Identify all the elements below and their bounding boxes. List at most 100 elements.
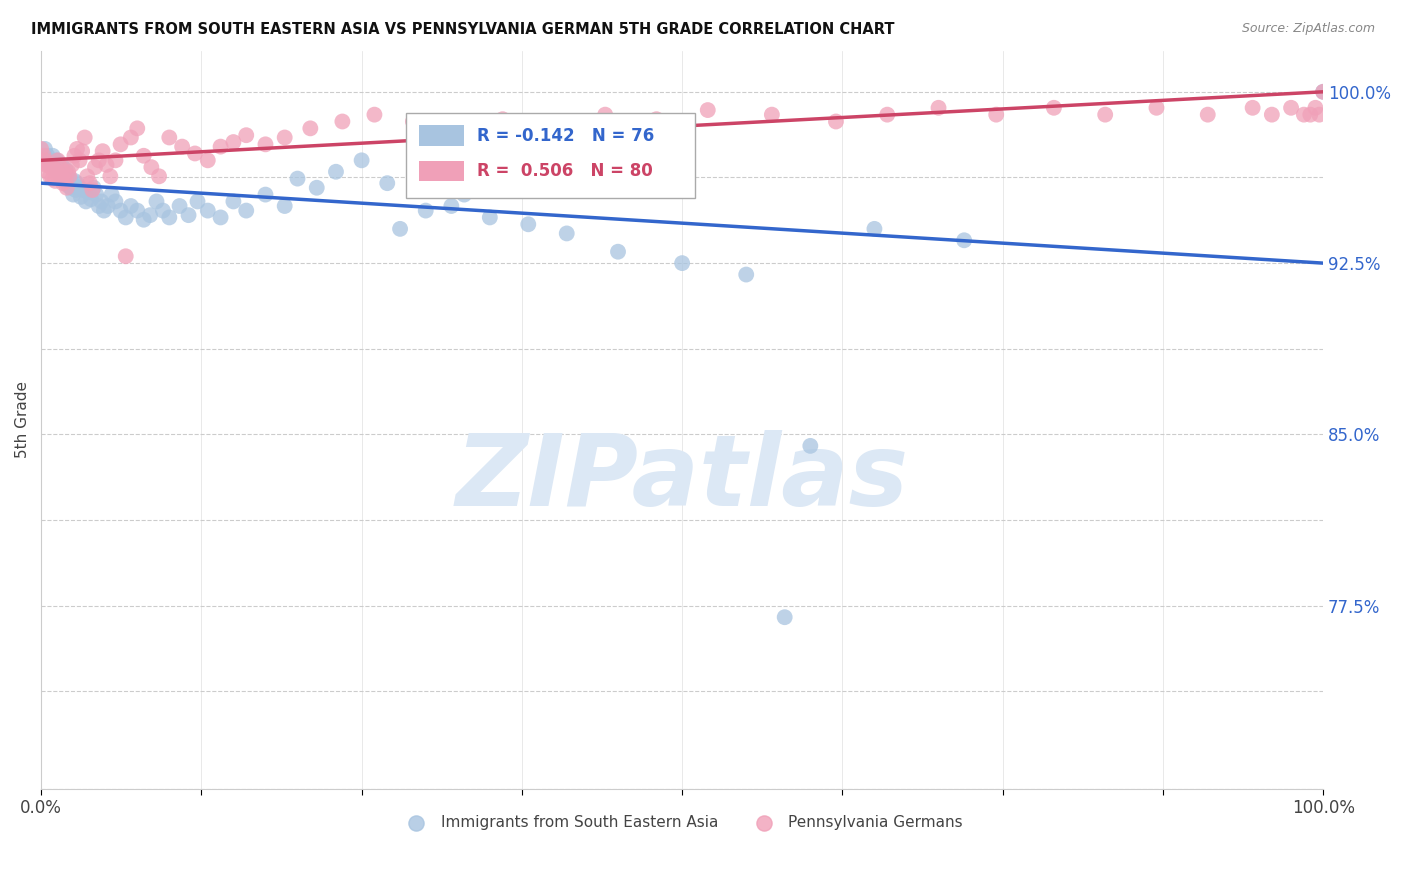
Point: [51, 169, 73, 184]
Point: [773, 610, 796, 624]
Text: R = -0.142   N = 76: R = -0.142 N = 76: [477, 127, 654, 145]
Point: [77, 186, 100, 200]
Point: [254, 137, 277, 152]
Point: [273, 199, 295, 213]
Point: [41, 158, 63, 172]
Point: [82, 183, 104, 197]
FancyBboxPatch shape: [419, 125, 464, 146]
Point: [114, 211, 136, 225]
Point: [97, 199, 120, 213]
Point: [65, 183, 87, 197]
Point: [93, 203, 115, 218]
Point: [1043, 101, 1066, 115]
Point: [70, 144, 93, 158]
Point: [42, 162, 65, 177]
Text: Source: ZipAtlas.com: Source: ZipAtlas.com: [1241, 22, 1375, 36]
Point: [69, 180, 91, 194]
Point: [876, 108, 898, 122]
Point: [100, 187, 122, 202]
Point: [62, 187, 84, 202]
Point: [87, 199, 110, 213]
Point: [55, 169, 77, 184]
Point: [325, 165, 347, 179]
Point: [172, 139, 194, 153]
Point: [799, 439, 821, 453]
Point: [169, 199, 191, 213]
Y-axis label: 5th Grade: 5th Grade: [15, 381, 30, 458]
Point: [209, 139, 232, 153]
Point: [110, 203, 132, 218]
Point: [48, 171, 70, 186]
Point: [148, 169, 170, 184]
Point: [139, 208, 162, 222]
Point: [75, 194, 97, 209]
Point: [96, 158, 118, 172]
Point: [363, 108, 385, 122]
Point: [87, 153, 110, 168]
Point: [1094, 108, 1116, 122]
Point: [52, 176, 75, 190]
Point: [478, 211, 501, 225]
Point: [825, 114, 848, 128]
Point: [375, 176, 398, 190]
Point: [145, 194, 167, 209]
Point: [60, 158, 83, 172]
Point: [543, 119, 565, 133]
Point: [197, 203, 219, 218]
Point: [1292, 108, 1315, 122]
Point: [34, 153, 56, 168]
Point: [1312, 85, 1334, 99]
Point: [120, 130, 142, 145]
Point: [44, 174, 66, 188]
Point: [39, 153, 62, 168]
Point: [273, 130, 295, 145]
Point: [132, 212, 155, 227]
Point: [45, 153, 67, 168]
Point: [55, 174, 77, 188]
Text: IMMIGRANTS FROM SOUTH EASTERN ASIA VS PENNSYLVANIA GERMAN 5TH GRADE CORRELATION : IMMIGRANTS FROM SOUTH EASTERN ASIA VS PE…: [31, 22, 894, 37]
Point: [287, 171, 309, 186]
Point: [645, 112, 668, 127]
Point: [41, 171, 63, 186]
Point: [55, 162, 77, 177]
Point: [84, 160, 107, 174]
Text: R =  0.506   N = 80: R = 0.506 N = 80: [477, 162, 652, 180]
Point: [104, 153, 127, 168]
Point: [607, 244, 630, 259]
Point: [76, 169, 98, 184]
Point: [55, 180, 77, 194]
Point: [37, 149, 59, 163]
Point: [41, 160, 63, 174]
Point: [1197, 108, 1219, 122]
Point: [79, 176, 101, 190]
Point: [671, 256, 693, 270]
Point: [34, 142, 56, 156]
Point: [197, 153, 219, 168]
Point: [1308, 108, 1330, 122]
Point: [52, 167, 75, 181]
Point: [1279, 101, 1302, 115]
Point: [157, 130, 180, 145]
Point: [98, 169, 121, 184]
Point: [440, 121, 463, 136]
Point: [114, 249, 136, 263]
Point: [1261, 108, 1284, 122]
Point: [440, 199, 463, 213]
Point: [415, 203, 437, 218]
Point: [235, 203, 257, 218]
Point: [66, 142, 89, 156]
Point: [80, 192, 103, 206]
Point: [389, 222, 412, 236]
Point: [332, 114, 354, 128]
Point: [453, 187, 475, 202]
Point: [235, 128, 257, 143]
Text: ZIPatlas: ZIPatlas: [456, 430, 908, 527]
Point: [928, 101, 950, 115]
FancyBboxPatch shape: [406, 113, 695, 198]
Point: [127, 121, 149, 136]
Point: [56, 165, 79, 179]
Point: [299, 121, 322, 136]
Point: [222, 194, 245, 209]
Point: [84, 187, 107, 202]
Point: [735, 268, 758, 282]
